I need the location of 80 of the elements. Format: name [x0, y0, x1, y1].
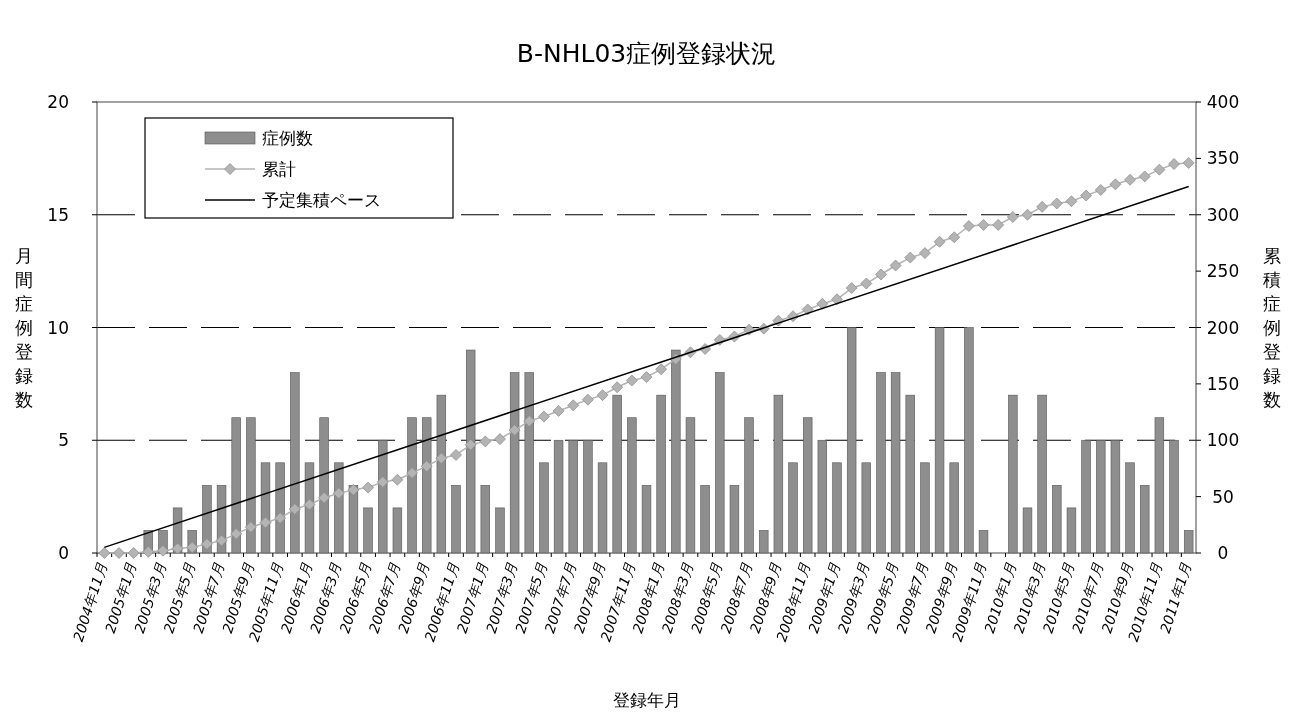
bar [290, 372, 300, 554]
bar [788, 462, 798, 554]
bar [509, 372, 520, 554]
bar [715, 372, 725, 554]
bar [641, 485, 652, 554]
bar [744, 417, 754, 554]
bar [920, 462, 930, 554]
bar [817, 439, 828, 554]
bar [846, 327, 857, 554]
y2-tick-label: 150 [1206, 373, 1240, 394]
bar [597, 462, 608, 554]
bar [1022, 507, 1033, 554]
y2-tick-label: 250 [1206, 261, 1240, 282]
y2-tick-label: 400 [1206, 92, 1240, 112]
bar [890, 372, 901, 554]
bar [759, 530, 769, 554]
bar [876, 372, 886, 554]
bar [1066, 507, 1077, 554]
y-tick-label: 10 [47, 317, 69, 338]
chart-title: B-NHL03症例登録状況 [516, 39, 777, 68]
y-tick-label: 0 [58, 543, 69, 563]
bar [861, 462, 871, 554]
bar [1125, 462, 1135, 554]
bar [1081, 439, 1091, 554]
legend-label: 予定集積ペース [262, 190, 381, 210]
bar [802, 417, 813, 554]
bar [934, 327, 945, 554]
bar [1008, 394, 1018, 554]
bar [1037, 394, 1047, 554]
bar [1169, 439, 1179, 554]
bar [1052, 485, 1062, 554]
bar [949, 462, 959, 554]
bar [480, 485, 491, 554]
bar [671, 349, 681, 554]
bar [1140, 485, 1150, 554]
bar [700, 485, 710, 554]
y2-tick-label: 300 [1206, 204, 1240, 225]
bar [451, 485, 461, 554]
bar [729, 485, 740, 554]
y2-axis-title: 累積症例登録数 [1263, 245, 1281, 410]
bar [832, 462, 842, 554]
bar [905, 394, 915, 554]
y2-tick-label: 50 [1212, 486, 1234, 507]
y-tick-label: 5 [58, 430, 69, 451]
bar [392, 507, 403, 554]
bar [495, 507, 505, 554]
bar [465, 349, 476, 554]
bar [685, 417, 696, 554]
y2-tick-label: 100 [1206, 430, 1240, 451]
bar [524, 372, 534, 554]
bar [378, 439, 388, 554]
bar [1110, 439, 1121, 554]
x-axis-title: 登録年月 [612, 690, 681, 710]
y-axis-title: 月間症例登録数 [15, 245, 33, 410]
y2-tick-label: 200 [1206, 317, 1240, 338]
bar [656, 394, 666, 554]
bar [978, 530, 989, 554]
bar [1183, 530, 1194, 554]
bar [553, 439, 564, 554]
bar [246, 417, 256, 554]
legend-label: 累計 [262, 159, 296, 179]
bar [363, 507, 373, 554]
bar [319, 417, 329, 554]
bar [964, 327, 974, 554]
y-tick-label: 20 [47, 92, 69, 112]
bar [1096, 439, 1106, 554]
bar [231, 417, 241, 554]
bar [1154, 417, 1165, 554]
bar [422, 417, 432, 554]
bar [627, 417, 637, 554]
bar [583, 439, 593, 554]
bar [773, 394, 784, 554]
y-tick-label: 15 [47, 204, 69, 225]
bar [407, 417, 417, 554]
y2-tick-label: 350 [1206, 148, 1240, 169]
bar [568, 439, 578, 554]
bar [539, 462, 549, 554]
bar [436, 394, 447, 554]
legend-label: 症例数 [262, 128, 313, 148]
y2-tick-label: 0 [1217, 543, 1229, 563]
